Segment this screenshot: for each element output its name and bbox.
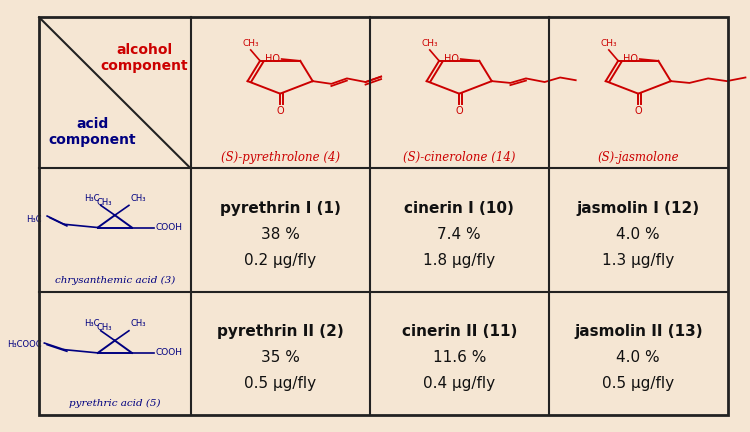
Text: chrysanthemic acid (3): chrysanthemic acid (3) — [55, 276, 175, 285]
Text: 11.6 %: 11.6 % — [433, 350, 486, 365]
Text: CH₃: CH₃ — [130, 194, 146, 203]
Text: H₃C: H₃C — [84, 319, 100, 328]
Text: jasmolin I (12): jasmolin I (12) — [577, 201, 700, 216]
Text: 35 %: 35 % — [261, 350, 299, 365]
Text: CH₃: CH₃ — [130, 319, 146, 328]
Text: O: O — [276, 106, 284, 116]
Text: CH₃: CH₃ — [97, 324, 112, 332]
Text: 0.4 μg/fly: 0.4 μg/fly — [423, 376, 495, 391]
Text: cinerin I (10): cinerin I (10) — [404, 201, 514, 216]
Text: CH₃: CH₃ — [97, 198, 112, 207]
Text: CH₃: CH₃ — [242, 39, 259, 48]
Text: alcohol
component: alcohol component — [100, 43, 188, 73]
Text: H₃C: H₃C — [84, 194, 100, 203]
Text: 4.0 %: 4.0 % — [616, 227, 660, 242]
Text: HO: HO — [265, 54, 280, 64]
Text: 0.5 μg/fly: 0.5 μg/fly — [244, 376, 316, 391]
Text: 0.2 μg/fly: 0.2 μg/fly — [244, 253, 316, 268]
Text: CH₃: CH₃ — [422, 39, 438, 48]
Text: 1.3 μg/fly: 1.3 μg/fly — [602, 253, 674, 268]
Text: O: O — [634, 106, 642, 116]
Text: pyrethrin II (2): pyrethrin II (2) — [217, 324, 344, 339]
Text: H₃C: H₃C — [26, 215, 41, 224]
Text: CH₃: CH₃ — [601, 39, 617, 48]
Text: HO: HO — [444, 54, 459, 64]
Text: pyrethrin I (1): pyrethrin I (1) — [220, 201, 340, 216]
Text: 4.0 %: 4.0 % — [616, 350, 660, 365]
Text: jasmolin II (13): jasmolin II (13) — [574, 324, 703, 339]
Text: HO: HO — [623, 54, 638, 64]
Text: COOH: COOH — [156, 223, 183, 232]
Text: acid
component: acid component — [49, 117, 136, 147]
Text: (S)-pyrethrolone (4): (S)-pyrethrolone (4) — [220, 151, 340, 164]
Text: O: O — [455, 106, 463, 116]
Text: (S)-cinerolone (14): (S)-cinerolone (14) — [403, 151, 515, 164]
Text: (S)-jasmolone: (S)-jasmolone — [598, 151, 679, 164]
Text: 38 %: 38 % — [261, 227, 299, 242]
Text: COOH: COOH — [156, 348, 183, 357]
Text: H₃COOC: H₃COOC — [7, 340, 41, 349]
Text: 0.5 μg/fly: 0.5 μg/fly — [602, 376, 674, 391]
Text: pyrethric acid (5): pyrethric acid (5) — [69, 399, 160, 409]
Text: 7.4 %: 7.4 % — [437, 227, 481, 242]
Text: 1.8 μg/fly: 1.8 μg/fly — [423, 253, 495, 268]
Text: cinerin II (11): cinerin II (11) — [401, 324, 517, 339]
